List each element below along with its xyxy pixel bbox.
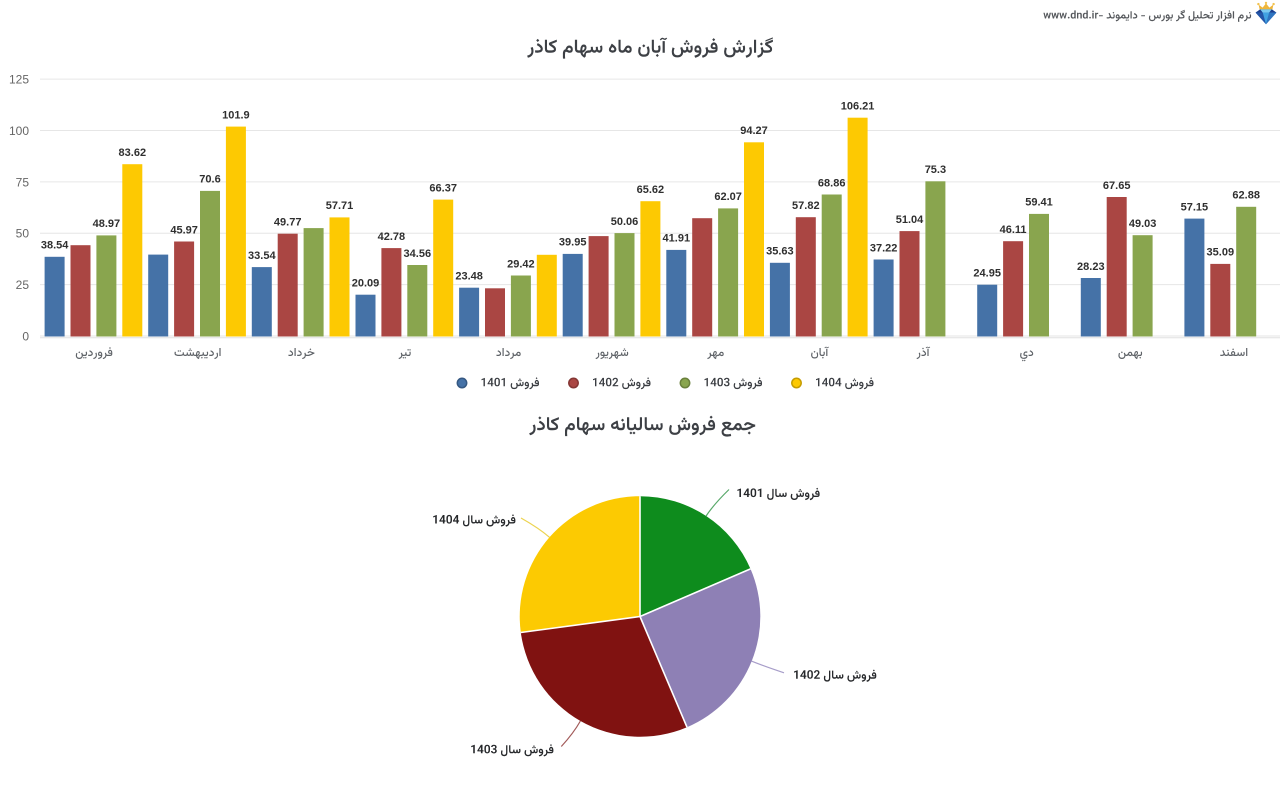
svg-text:65.62: 65.62: [637, 184, 665, 196]
svg-text:42.78: 42.78: [378, 231, 406, 243]
svg-text:41.91: 41.91: [663, 233, 691, 245]
svg-text:49.03: 49.03: [1129, 218, 1157, 230]
svg-text:35.63: 35.63: [766, 246, 794, 258]
svg-text:29.42: 29.42: [507, 258, 535, 270]
svg-text:57.15: 57.15: [1181, 201, 1209, 213]
svg-text:25: 25: [16, 278, 30, 292]
svg-text:57.82: 57.82: [792, 200, 820, 212]
svg-text:62.88: 62.88: [1232, 190, 1260, 202]
svg-text:68.86: 68.86: [818, 177, 846, 189]
svg-text:70.6: 70.6: [199, 174, 220, 186]
svg-text:38.54: 38.54: [41, 240, 69, 252]
svg-text:35.09: 35.09: [1207, 247, 1235, 259]
svg-text:75: 75: [16, 175, 30, 189]
svg-text:28.23: 28.23: [1077, 261, 1105, 273]
svg-text:45.97: 45.97: [170, 224, 198, 236]
svg-text:49.77: 49.77: [274, 217, 302, 229]
svg-text:20.09: 20.09: [352, 278, 380, 290]
svg-text:101.9: 101.9: [222, 109, 250, 121]
svg-text:94.27: 94.27: [740, 125, 768, 137]
svg-text:37.22: 37.22: [870, 242, 898, 254]
svg-text:23.48: 23.48: [455, 271, 483, 283]
svg-text:62.07: 62.07: [714, 191, 742, 203]
svg-text:34.56: 34.56: [404, 248, 432, 260]
svg-text:66.37: 66.37: [429, 182, 457, 194]
svg-text:24.95: 24.95: [973, 268, 1001, 280]
svg-text:75.3: 75.3: [925, 164, 946, 176]
svg-text:51.04: 51.04: [896, 214, 924, 226]
svg-text:48.97: 48.97: [93, 218, 121, 230]
svg-text:33.54: 33.54: [248, 250, 276, 262]
svg-text:46.11: 46.11: [1000, 224, 1027, 236]
svg-text:39.95: 39.95: [559, 237, 587, 249]
svg-text:50: 50: [16, 227, 30, 241]
svg-text:100: 100: [9, 124, 29, 138]
svg-text:50.06: 50.06: [611, 216, 639, 228]
svg-text:0: 0: [22, 329, 29, 343]
svg-text:57.71: 57.71: [326, 200, 354, 212]
svg-text:106.21: 106.21: [841, 101, 875, 113]
svg-text:59.41: 59.41: [1025, 197, 1053, 209]
svg-text:125: 125: [9, 73, 29, 87]
svg-text:67.65: 67.65: [1103, 180, 1131, 192]
svg-text:83.62: 83.62: [119, 147, 147, 159]
